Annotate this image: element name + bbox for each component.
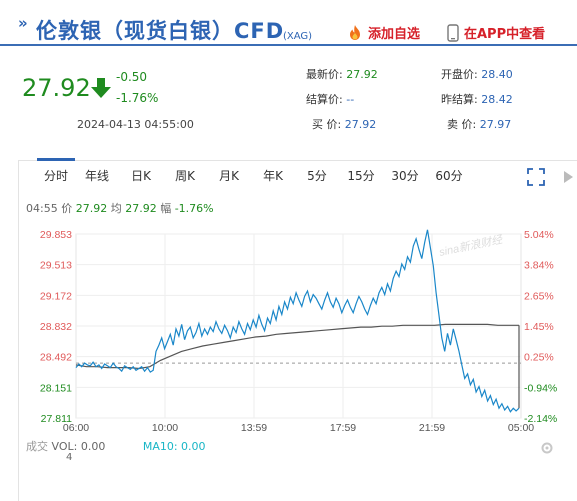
volume-label: 成交	[26, 440, 48, 453]
price-change: -0.50	[116, 70, 148, 84]
settings-gear-icon[interactable]	[540, 441, 554, 455]
quote-timestamp: 2024-04-13 04:55:00	[77, 118, 194, 131]
open-in-app-label: 在APP中查看	[464, 27, 546, 42]
tab-15min[interactable]: 15分	[347, 169, 375, 183]
x-tick-label: 05:00	[508, 422, 534, 434]
title-bar: » 伦敦银（现货白银）CFD (XAG) 添加自选 在APP中查看	[0, 0, 577, 46]
pct-tick-label: -2.14%	[524, 413, 557, 425]
y-tick-label: 28.151	[40, 382, 72, 394]
latest-price-value: 27.92	[346, 68, 378, 81]
status-amp-label: 幅	[160, 202, 172, 215]
price-line	[75, 229, 520, 413]
y-tick-label: 29.853	[40, 229, 72, 241]
prev-settle-label: 昨结算:	[441, 93, 478, 106]
fullscreen-icon[interactable]	[527, 168, 545, 186]
latest-price-row: 最新价: 27.92	[306, 66, 378, 82]
intraday-chart[interactable]: 29.853 5.04% 29.513 3.84% 29.172 2.65% 28.832 1…	[0, 222, 577, 437]
x-tick-label: 10:00	[152, 422, 178, 434]
current-price: 27.92	[22, 74, 91, 102]
x-tick-label: 06:00	[63, 422, 89, 434]
crosshair-status: 04:55 价 27.92 均 27.92 幅 -1.76%	[26, 200, 214, 216]
ma10-value: MA10: 0.00	[142, 440, 206, 453]
status-amp: -1.76%	[174, 202, 214, 215]
bid-price-value: 27.92	[344, 118, 377, 131]
status-avg: 27.92	[125, 202, 157, 215]
bid-price-label: 买 价:	[312, 118, 342, 131]
down-arrow-icon	[91, 78, 111, 98]
volume-scale-label: 4	[66, 452, 73, 463]
status-avg-label: 均	[110, 202, 122, 215]
latest-price-label: 最新价:	[306, 68, 343, 81]
open-in-app-button[interactable]: 在APP中查看	[447, 23, 545, 42]
tab-intraday[interactable]: 分时	[37, 158, 75, 193]
x-tick-label: 17:59	[330, 422, 356, 434]
tab-year-line[interactable]: 年线	[84, 169, 109, 183]
add-watchlist-label: 添加自选	[368, 27, 421, 42]
status-price: 27.92	[75, 202, 108, 215]
phone-icon	[447, 23, 459, 42]
ask-price-label: 卖 价:	[447, 118, 477, 131]
title-mark: »	[18, 14, 28, 32]
open-price-row: 开盘价: 28.40	[441, 66, 513, 82]
pct-tick-label: 2.65%	[524, 290, 554, 302]
avg-price-line	[75, 323, 519, 370]
flame-icon	[350, 25, 360, 40]
tab-60min[interactable]: 60分	[435, 169, 463, 183]
pct-tick-label: -0.94%	[524, 382, 557, 394]
y-tick-label: 27.811	[41, 413, 72, 425]
x-tick-label: 13:59	[241, 422, 267, 434]
x-tick-label: 21:59	[419, 422, 445, 434]
add-watchlist-button[interactable]: 添加自选	[347, 23, 420, 42]
y-tick-label: 28.832	[40, 321, 72, 333]
pct-tick-label: 0.25%	[524, 352, 554, 364]
collapse-chevron-icon[interactable]	[562, 170, 574, 184]
chart-panel: 分时 年线 日K 周K 月K 年K 5分 15分 30分 60分	[18, 158, 577, 501]
tab-30min[interactable]: 30分	[391, 169, 419, 183]
status-price-label: 价	[61, 202, 73, 215]
open-price-value: 28.40	[481, 68, 513, 81]
open-price-label: 开盘价:	[441, 68, 478, 81]
pct-tick-label: 1.45%	[524, 321, 554, 333]
symbol-code: (XAG)	[283, 31, 313, 42]
volume-header: 成交 VOL: 0.00 MA10: 0.00	[26, 438, 206, 454]
status-time: 04:55	[26, 202, 58, 215]
page-title: 伦敦银（现货白银）CFD	[36, 19, 285, 43]
y-tick-label: 29.513	[40, 260, 72, 272]
settle-price-row: 结算价: --	[306, 91, 354, 107]
price-change-pct: -1.76%	[116, 91, 159, 105]
tab-week-k[interactable]: 周K	[175, 169, 195, 183]
bid-price-row: 买 价: 27.92	[312, 116, 376, 132]
tab-year-k[interactable]: 年K	[263, 169, 283, 183]
tab-5min[interactable]: 5分	[307, 169, 327, 183]
prev-settle-value: 28.42	[481, 93, 513, 106]
tab-day-k[interactable]: 日K	[131, 169, 151, 183]
prev-settle-row: 昨结算: 28.42	[441, 91, 513, 107]
pct-tick-label: 5.04%	[524, 229, 554, 241]
pct-tick-label: 3.84%	[524, 260, 554, 272]
ask-price-row: 卖 价: 27.97	[447, 116, 511, 132]
period-tabs: 分时 年线 日K 周K 月K 年K 5分 15分 30分 60分	[19, 158, 577, 193]
settle-price-label: 结算价:	[306, 93, 343, 106]
y-tick-label: 29.172	[40, 290, 72, 302]
ask-price-value: 27.97	[479, 118, 512, 131]
settle-price-value: --	[346, 93, 355, 106]
watermark-text: sina新浪财经	[438, 233, 504, 259]
y-tick-label: 28.492	[40, 352, 72, 364]
tab-month-k[interactable]: 月K	[219, 169, 239, 183]
volume-value: VOL: 0.00	[51, 440, 106, 453]
price-summary: 27.92 -0.50 -1.76% 2024-04-13 04:55:00	[20, 62, 300, 152]
